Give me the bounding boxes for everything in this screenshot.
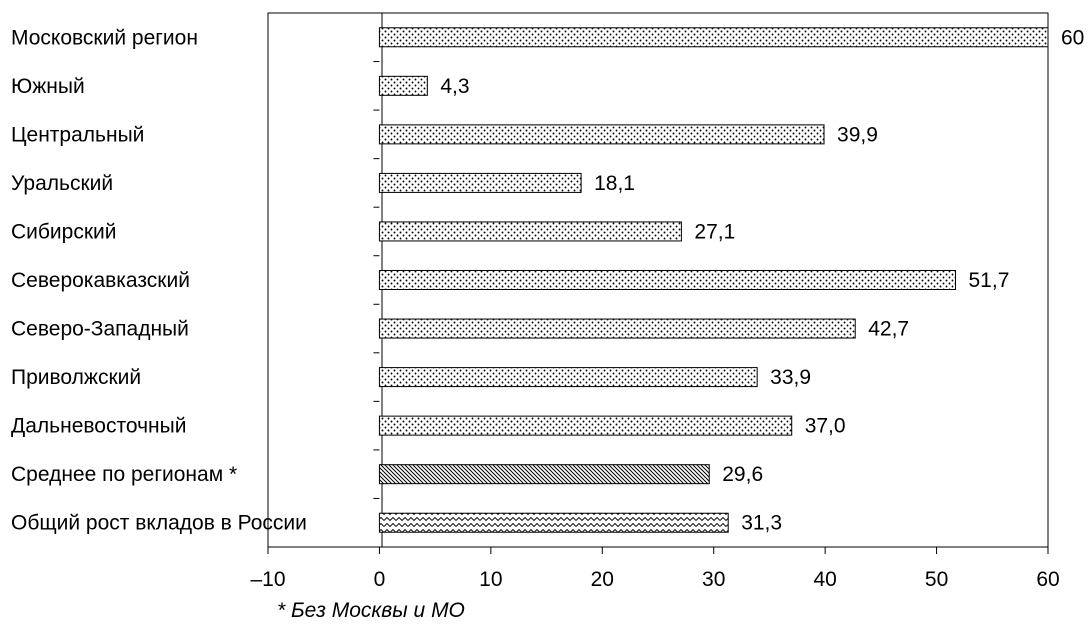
category-label: Общий рост вкладов в России <box>11 512 307 535</box>
bar <box>378 75 428 96</box>
value-label: 31,3 <box>741 512 782 535</box>
value-label: 4,3 <box>440 75 469 98</box>
category-label: Сибирский <box>11 220 116 243</box>
bar <box>378 172 582 193</box>
category-label: Северокавказский <box>11 269 190 292</box>
category-label: Приволжский <box>11 366 141 389</box>
category-label: Центральный <box>11 123 144 146</box>
bar <box>378 124 825 145</box>
x-tick-label: 60 <box>1036 568 1059 591</box>
bar <box>378 318 856 339</box>
category-label: Уральский <box>11 172 113 195</box>
x-tick-label: 20 <box>591 568 614 591</box>
value-label: 27,1 <box>694 220 735 243</box>
bar <box>378 27 1049 48</box>
bar <box>378 464 710 485</box>
x-tick-label: 10 <box>479 568 502 591</box>
x-tick-label: –10 <box>250 568 285 591</box>
category-ticks <box>373 61 380 499</box>
footnote: * Без Москвы и МО <box>277 599 465 622</box>
value-label: 37,0 <box>805 415 846 438</box>
bar <box>378 270 957 290</box>
plot-frame <box>267 12 1049 548</box>
value-label: 42,7 <box>868 318 909 341</box>
value-label: 18,1 <box>594 172 635 195</box>
x-tick-label: 30 <box>702 568 725 591</box>
category-label: Южный <box>11 75 85 98</box>
value-label: 60 <box>1061 26 1084 49</box>
bar <box>378 512 729 533</box>
bars <box>378 27 1049 533</box>
x-tick-label: 0 <box>374 568 386 591</box>
value-label: 33,9 <box>770 366 811 389</box>
category-label: Среднее по регионам * <box>11 463 237 486</box>
x-tick-label: 40 <box>813 568 836 591</box>
category-label: Дальневосточный <box>11 415 186 438</box>
x-axis-ticks <box>267 547 1049 554</box>
value-label: 29,6 <box>722 463 763 486</box>
x-tick-label: 50 <box>925 568 948 591</box>
category-labels: Московский регион Южный Центральный Уральск… <box>11 26 307 534</box>
bar <box>378 221 682 242</box>
value-labels: 60 4,3 39,9 18,1 27,1 51,7 42,7 33,9 37,0 29,6 31,… <box>440 26 1084 534</box>
bar <box>378 415 793 436</box>
category-label: Московский регион <box>11 26 198 49</box>
category-label: Северо-Западный <box>11 318 189 341</box>
value-label: 39,9 <box>837 123 878 146</box>
value-label: 51,7 <box>969 269 1010 292</box>
bar <box>378 367 758 388</box>
x-axis-tick-labels: –10 0 10 20 30 40 50 60 <box>250 568 1059 591</box>
